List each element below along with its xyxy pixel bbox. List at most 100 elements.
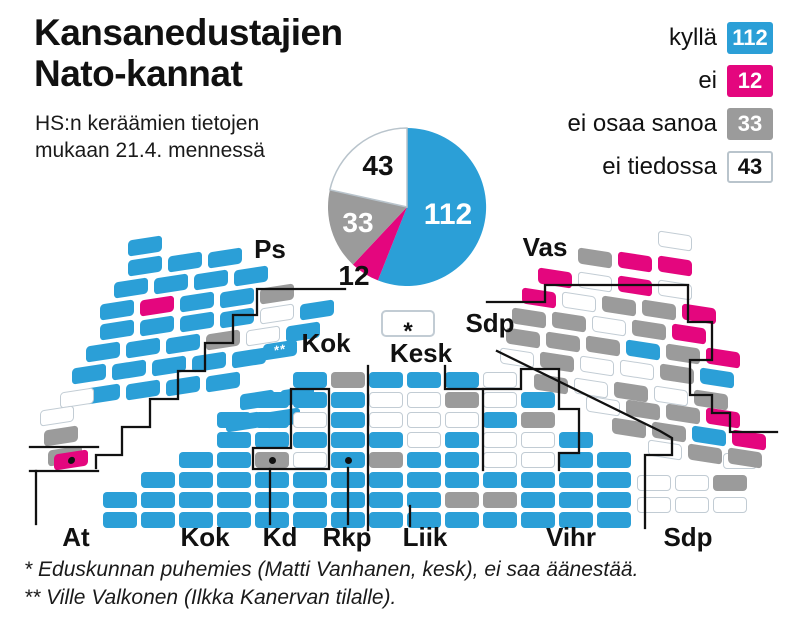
speaker-seat-box: * <box>381 310 435 337</box>
seat-grid <box>217 512 251 528</box>
seat-sdp_block <box>713 497 747 513</box>
seat-ps <box>192 351 226 373</box>
party-label-liik: Liik <box>402 522 448 552</box>
seat-grid <box>559 432 593 448</box>
pie-slice-unknown <box>329 127 408 208</box>
seat-ps <box>140 315 174 337</box>
seat-grid <box>483 392 517 408</box>
party-label-vas: Vas <box>522 232 568 262</box>
legend-value-yes: 112 <box>727 22 773 54</box>
seat-grid <box>445 412 479 428</box>
legend: kyllä 112 ei 12 ei osaa sanoa 33 ei tied… <box>568 22 773 194</box>
party-label-kok-bottom: Kok <box>180 522 230 552</box>
pie-slice-undecided <box>327 189 407 265</box>
party-label-kesk: Kesk <box>389 338 453 368</box>
seat-grid <box>445 372 479 388</box>
footnote-substitute: ** Ville Valkonen (Ilkka Kanervan tilall… <box>24 586 397 609</box>
party-label-ps: Ps <box>254 234 286 264</box>
party-label-kd: Kd <box>262 522 298 552</box>
seat-ps <box>128 255 162 277</box>
seat-rwing <box>618 275 652 297</box>
seat-grid <box>597 512 631 528</box>
seat-rwing <box>586 395 620 417</box>
seat-grid <box>521 412 555 428</box>
seat-grid <box>483 432 517 448</box>
seat-rwing <box>692 425 726 447</box>
seat-rwing <box>666 343 700 365</box>
seat-sdp_block <box>637 497 671 513</box>
legend-value-undecided: 33 <box>727 108 773 140</box>
seat-grid <box>103 512 137 528</box>
callout-dot <box>344 456 352 464</box>
seat-rwing <box>706 347 740 369</box>
seat-grid <box>407 432 441 448</box>
seat-ps <box>180 291 214 313</box>
seat-grid <box>407 412 441 428</box>
seat-ps <box>232 347 266 369</box>
seat-grid <box>445 452 479 468</box>
seat-rwing <box>682 303 716 325</box>
seat-grid <box>369 472 403 488</box>
page-subtitle: HS:n keräämien tietojen mukaan 21.4. men… <box>35 110 265 165</box>
pie-slice-yes <box>377 127 487 286</box>
seat-sdp_block <box>713 475 747 491</box>
seat-rwing <box>592 315 626 337</box>
seat-grid <box>331 452 365 468</box>
seat-ps <box>194 269 228 291</box>
seat-grid <box>179 472 213 488</box>
pie-label-12: 12 <box>338 260 369 291</box>
seat-grid <box>407 472 441 488</box>
seat-grid <box>521 392 555 408</box>
legend-label-no: ei <box>698 67 717 94</box>
seat-grid <box>483 472 517 488</box>
seat-grid <box>217 432 251 448</box>
seat-grid <box>255 432 289 448</box>
seat-grid <box>445 432 479 448</box>
legend-value-no: 12 <box>727 65 773 97</box>
seat-rwing <box>546 331 580 353</box>
seat-grid <box>293 472 327 488</box>
seat-grid <box>597 492 631 508</box>
seat-sdp_block <box>675 475 709 491</box>
seat-grid <box>141 472 175 488</box>
seat-grid <box>217 452 251 468</box>
seat-grid <box>179 512 213 528</box>
seat-grid <box>293 492 327 508</box>
seat-grid <box>217 412 251 428</box>
party-label-at: At <box>62 522 90 552</box>
seat-rwing <box>580 355 614 377</box>
seat-rwing <box>652 421 686 443</box>
pie-label-43: 43 <box>362 150 393 181</box>
seat-grid <box>445 512 479 528</box>
legend-row-undecided: ei osaa sanoa 33 <box>568 108 773 140</box>
seat-ps_edge <box>40 405 74 427</box>
seat-ps_edge <box>60 387 94 409</box>
seat-grid <box>483 492 517 508</box>
seat-rwing <box>552 311 586 333</box>
seat-grid <box>255 412 289 428</box>
legend-value-unknown: 43 <box>727 151 773 183</box>
seat-grid <box>255 492 289 508</box>
legend-label-unknown: ei tiedossa <box>602 153 717 180</box>
seat-grid <box>483 452 517 468</box>
seat-grid <box>369 452 403 468</box>
seat-ps <box>154 273 188 295</box>
seat-rwing <box>658 255 692 277</box>
seat-grid <box>293 372 327 388</box>
legend-row-yes: kyllä 112 <box>568 22 773 54</box>
seat-rwing <box>538 267 572 289</box>
title-line-1: Kansanedustajien <box>34 12 343 53</box>
seat-grid <box>407 452 441 468</box>
page-title: Kansanedustajien Nato-kannat <box>34 12 343 95</box>
seat-rwing <box>626 339 660 361</box>
legend-label-undecided: ei osaa sanoa <box>567 110 717 137</box>
seat-sdp_block <box>637 475 671 491</box>
seat-ps <box>100 299 134 321</box>
seat-ps <box>208 247 242 269</box>
legend-row-unknown: ei tiedossa 43 <box>568 151 773 183</box>
seat-rwing <box>666 403 700 425</box>
seat-ps <box>220 307 254 329</box>
seat-rwing <box>732 429 766 451</box>
seat-grid <box>179 452 213 468</box>
seat-grid <box>369 392 403 408</box>
